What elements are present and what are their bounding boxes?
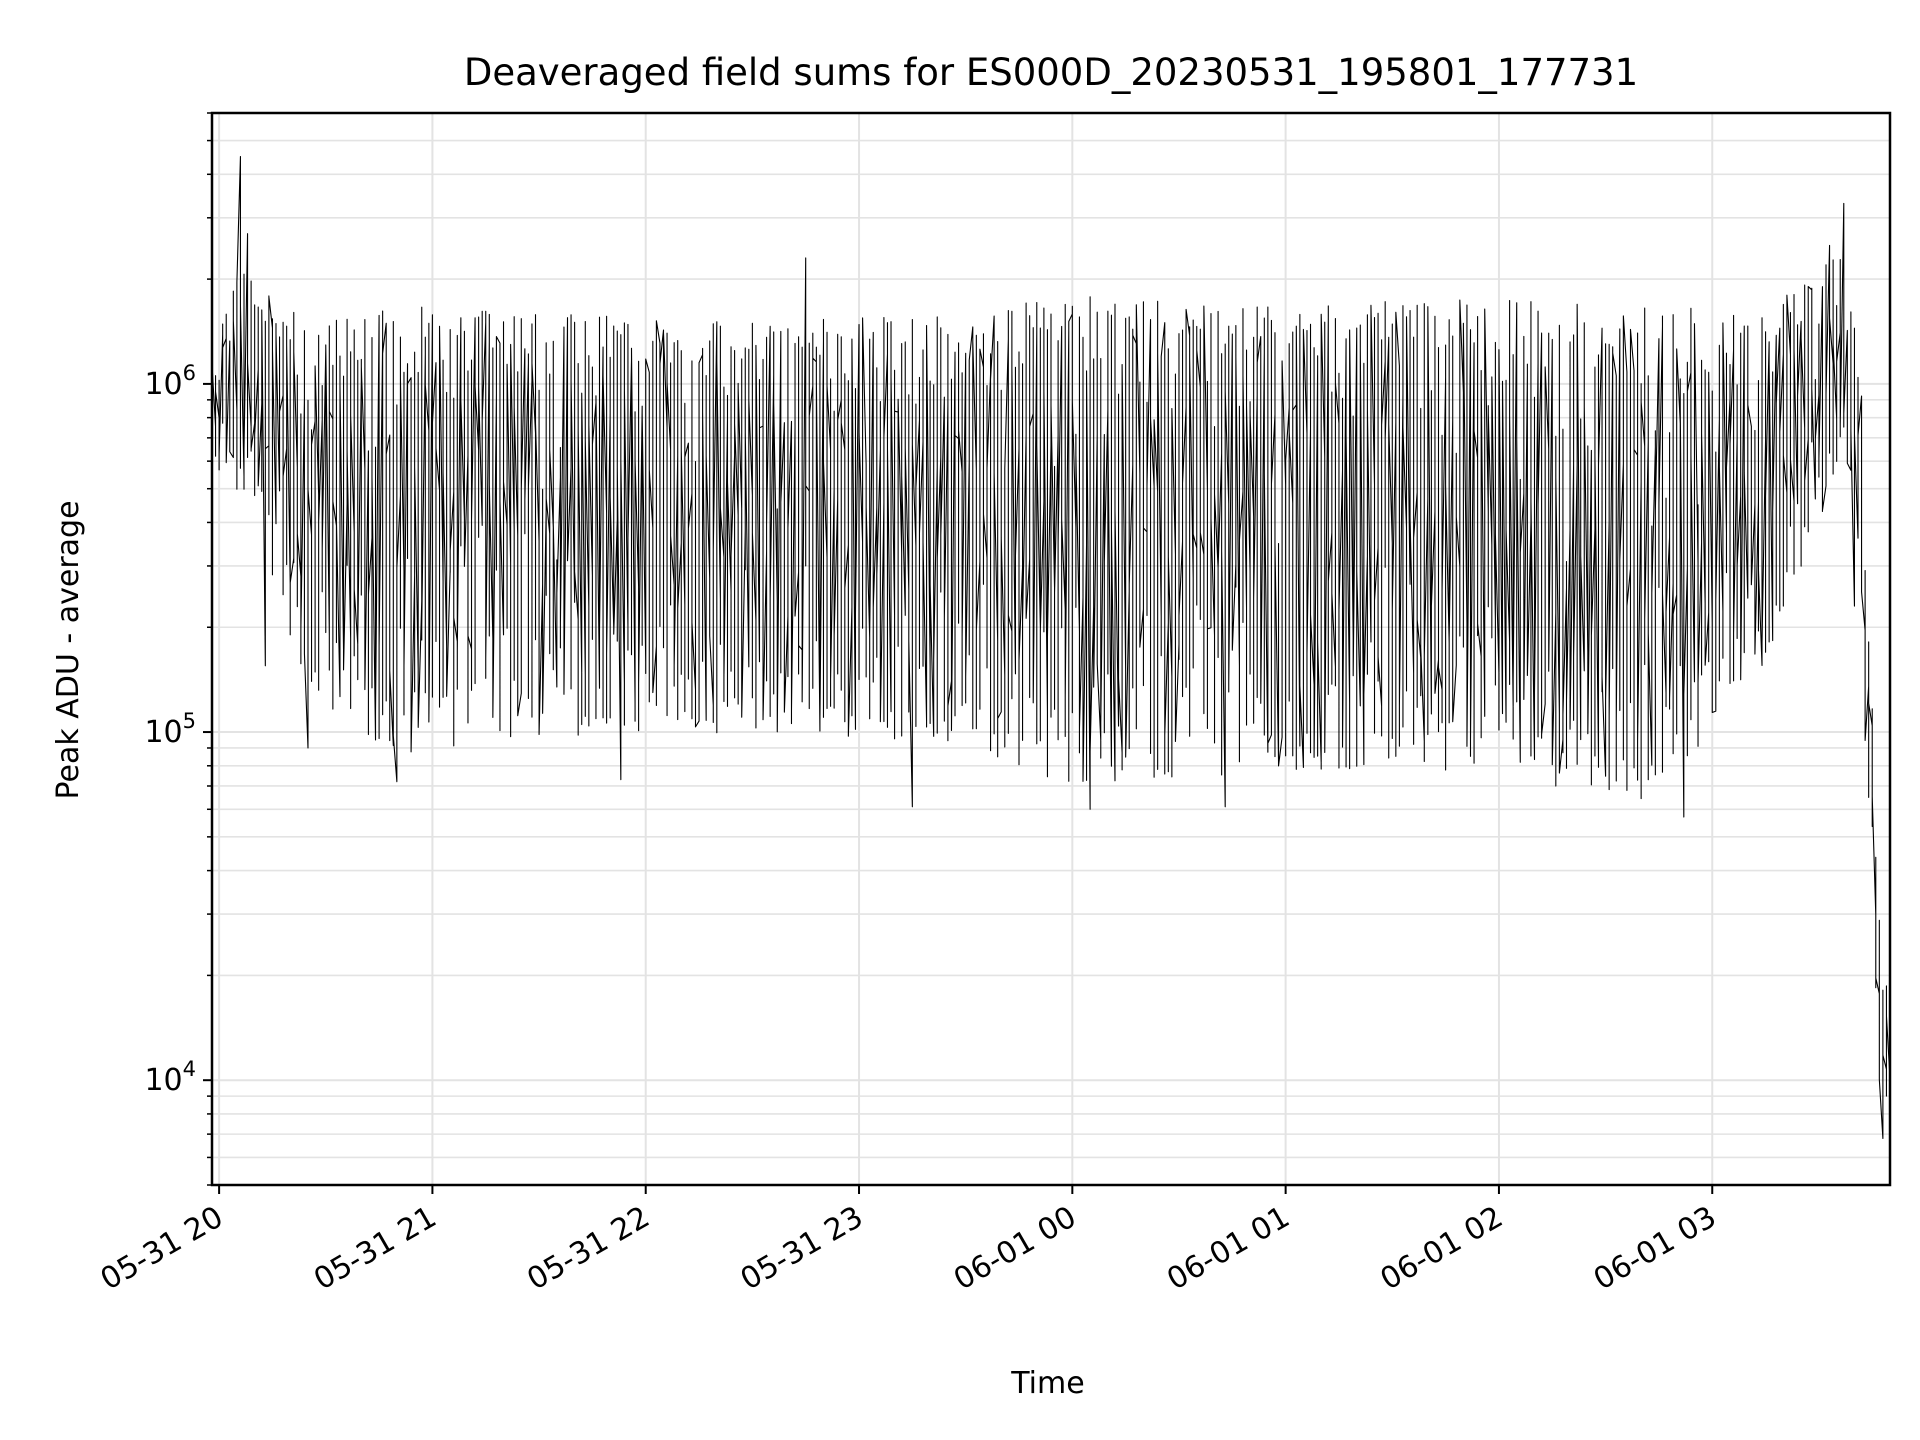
- y-tick-label: 105: [144, 709, 196, 750]
- series-line-group: [211, 155, 1891, 1140]
- y-tick-label: 106: [144, 361, 196, 402]
- plot-frame: [210, 111, 1892, 1187]
- y-axis-ticks: 104 105 106: [144, 112, 212, 1186]
- y-tick-label: 104: [144, 1057, 196, 1098]
- series-line: [211, 155, 1891, 1140]
- y-axis-label: Peak ADU - average: [51, 500, 86, 799]
- x-axis-label: Time: [1010, 1366, 1084, 1401]
- chart-title: Deaveraged field sums for ES000D_2023053…: [464, 51, 1638, 94]
